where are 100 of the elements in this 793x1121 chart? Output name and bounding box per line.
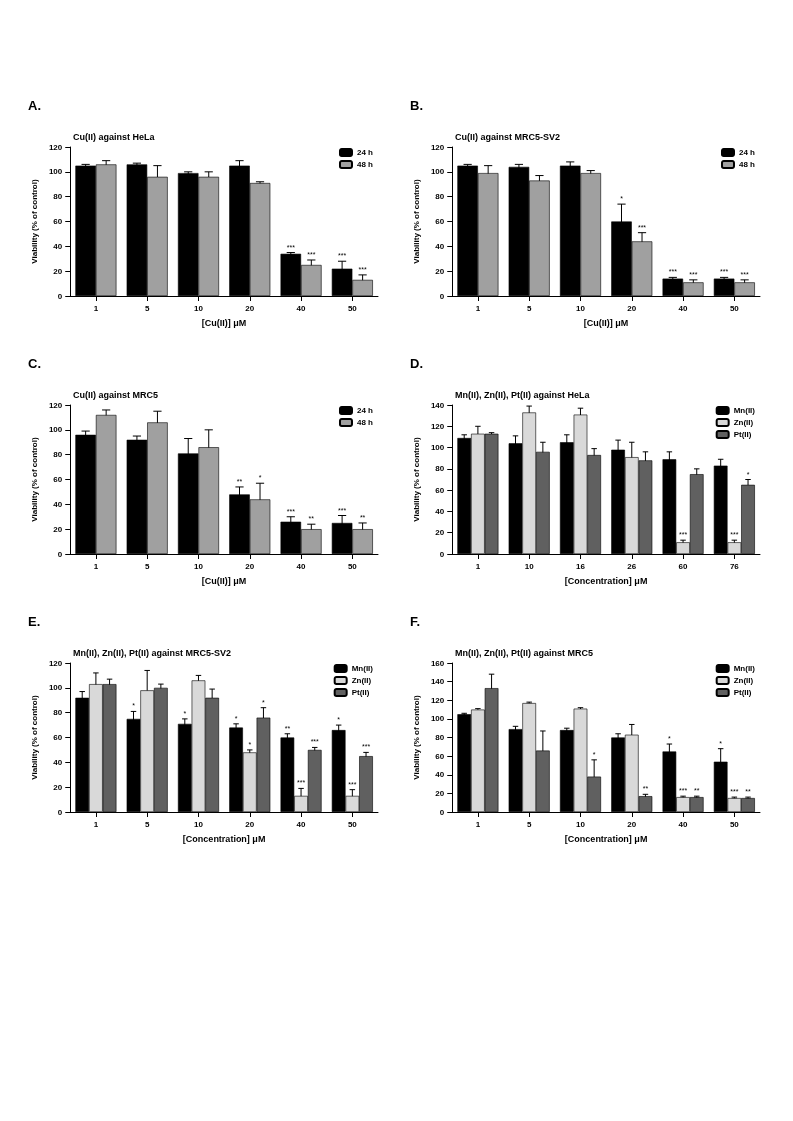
x-tick-label: 1 — [475, 819, 481, 829]
x-tick-label: 1 — [93, 819, 99, 829]
y-tick-label: 60 — [435, 217, 445, 226]
y-tick-label: 40 — [435, 241, 445, 251]
x-axis-title: [Cu(II)] μM — [583, 317, 629, 328]
x-tick-label: 16 — [576, 561, 586, 571]
y-tick-label: 40 — [53, 499, 63, 509]
y-tick-label: 80 — [435, 192, 445, 202]
y-tick-label: 20 — [435, 266, 445, 276]
x-tick-label: 20 — [245, 819, 255, 829]
y-tick-label: 20 — [53, 782, 63, 792]
x-tick-label: 10 — [576, 819, 586, 829]
chart-title: Cu(II) against MRC5 — [73, 389, 159, 400]
x-tick-label: 5 — [144, 561, 150, 571]
y-tick-label: 80 — [53, 192, 63, 202]
y-tick-label: 60 — [53, 475, 63, 484]
legend-label: 48 h — [356, 418, 374, 427]
x-tick-label: 10 — [194, 819, 204, 829]
y-tick-label: 120 — [48, 658, 63, 668]
x-tick-label: 20 — [627, 303, 637, 313]
chart-title: Cu(II) against MRC5-SV2 — [455, 131, 561, 142]
x-tick-label: 50 — [347, 561, 358, 571]
y-tick-label: 120 — [48, 142, 63, 152]
x-tick-label: 5 — [144, 819, 150, 829]
y-tick-label: 120 — [430, 421, 445, 431]
x-tick-label: 1 — [475, 561, 481, 571]
y-tick-label: 100 — [48, 167, 63, 177]
y-tick-label: 20 — [435, 528, 445, 538]
x-tick-label: 10 — [194, 561, 204, 571]
y-tick-label: 60 — [435, 485, 445, 495]
x-tick-label: 26 — [627, 561, 637, 571]
y-tick-label: 80 — [53, 708, 63, 718]
x-axis-title: [Cu(II)] μM — [201, 317, 247, 328]
legend-label: 24 h — [356, 148, 374, 157]
legend-label: 48 h — [738, 160, 756, 169]
x-tick-label: 1 — [93, 303, 99, 313]
y-tick-label: 100 — [48, 425, 63, 435]
x-tick-label: 40 — [296, 303, 307, 313]
y-tick-label: 120 — [430, 695, 445, 705]
x-tick-label: 10 — [524, 561, 535, 571]
y-tick-label: 100 — [430, 714, 445, 724]
y-tick-label: 60 — [435, 751, 445, 761]
y-tick-label: 40 — [435, 770, 445, 780]
legend-label: Zn(II) — [733, 676, 754, 685]
x-axis-title: [Concentration] μM — [564, 833, 648, 844]
y-tick-label: 40 — [53, 241, 63, 251]
y-tick-label: 80 — [435, 733, 445, 742]
y-tick-label: 120 — [430, 142, 445, 152]
x-tick-label: 20 — [245, 303, 255, 313]
y-axis-title: Viability (% of control) — [411, 695, 421, 780]
x-tick-label: 10 — [194, 303, 204, 313]
y-tick-label: 120 — [48, 400, 63, 410]
x-tick-label: 10 — [576, 303, 586, 313]
x-tick-label: 40 — [296, 561, 307, 571]
x-axis-title: [Cu(II)] μM — [201, 575, 247, 586]
y-tick-label: 40 — [435, 506, 445, 516]
x-axis-title: [Concentration] μM — [182, 833, 266, 844]
x-tick-label: 20 — [627, 819, 637, 829]
y-tick-label: 140 — [430, 677, 445, 687]
x-axis-title: [Concentration] μM — [564, 575, 648, 586]
legend-label: Mn(II) — [733, 664, 756, 673]
legend-label: Pt(II) — [733, 430, 752, 439]
y-axis-title: Viability (% of control) — [29, 179, 39, 264]
x-tick-label: 5 — [526, 819, 532, 829]
chart-title: Mn(II), Zn(II), Pt(II) against HeLa — [455, 389, 591, 400]
text: F. — [410, 614, 421, 629]
y-tick-label: 20 — [435, 788, 445, 798]
x-tick-label: 60 — [678, 561, 689, 571]
y-tick-label: 20 — [53, 266, 63, 276]
y-tick-label: 140 — [430, 400, 445, 410]
y-tick-label: 80 — [53, 450, 63, 460]
x-tick-label: 50 — [729, 303, 740, 313]
y-tick-label: 0 — [439, 291, 445, 301]
y-tick-label: 0 — [439, 807, 445, 817]
y-axis-title: Viability (% of control) — [411, 179, 421, 264]
legend-label: Pt(II) — [351, 688, 370, 697]
y-tick-label: 60 — [53, 733, 63, 742]
x-tick-label: 5 — [144, 303, 150, 313]
y-tick-label: 40 — [53, 757, 63, 767]
legend-label: Mn(II) — [351, 664, 374, 673]
y-tick-label: 0 — [57, 291, 63, 301]
x-tick-label: 50 — [347, 819, 358, 829]
x-tick-label: 40 — [678, 303, 689, 313]
x-tick-label: 5 — [526, 303, 532, 313]
x-tick-label: 20 — [245, 561, 255, 571]
x-tick-label: 50 — [729, 819, 740, 829]
y-tick-label: 20 — [53, 524, 63, 534]
x-tick-label: 40 — [296, 819, 307, 829]
y-tick-label: 100 — [430, 167, 445, 177]
x-tick-label: 1 — [475, 303, 481, 313]
chart-title: Mn(II), Zn(II), Pt(II) against MRC5-SV2 — [73, 647, 231, 658]
y-axis-title: Viability (% of control) — [29, 437, 39, 522]
y-tick-label: 100 — [430, 443, 445, 453]
y-tick-label: 0 — [57, 807, 63, 817]
x-tick-label: 76 — [729, 561, 740, 571]
chart-title: Mn(II), Zn(II), Pt(II) against MRC5 — [455, 647, 593, 658]
y-axis-title: Viability (% of control) — [29, 695, 39, 780]
y-tick-label: 80 — [435, 464, 445, 474]
y-tick-label: 60 — [53, 217, 63, 226]
legend-label: Pt(II) — [733, 688, 752, 697]
